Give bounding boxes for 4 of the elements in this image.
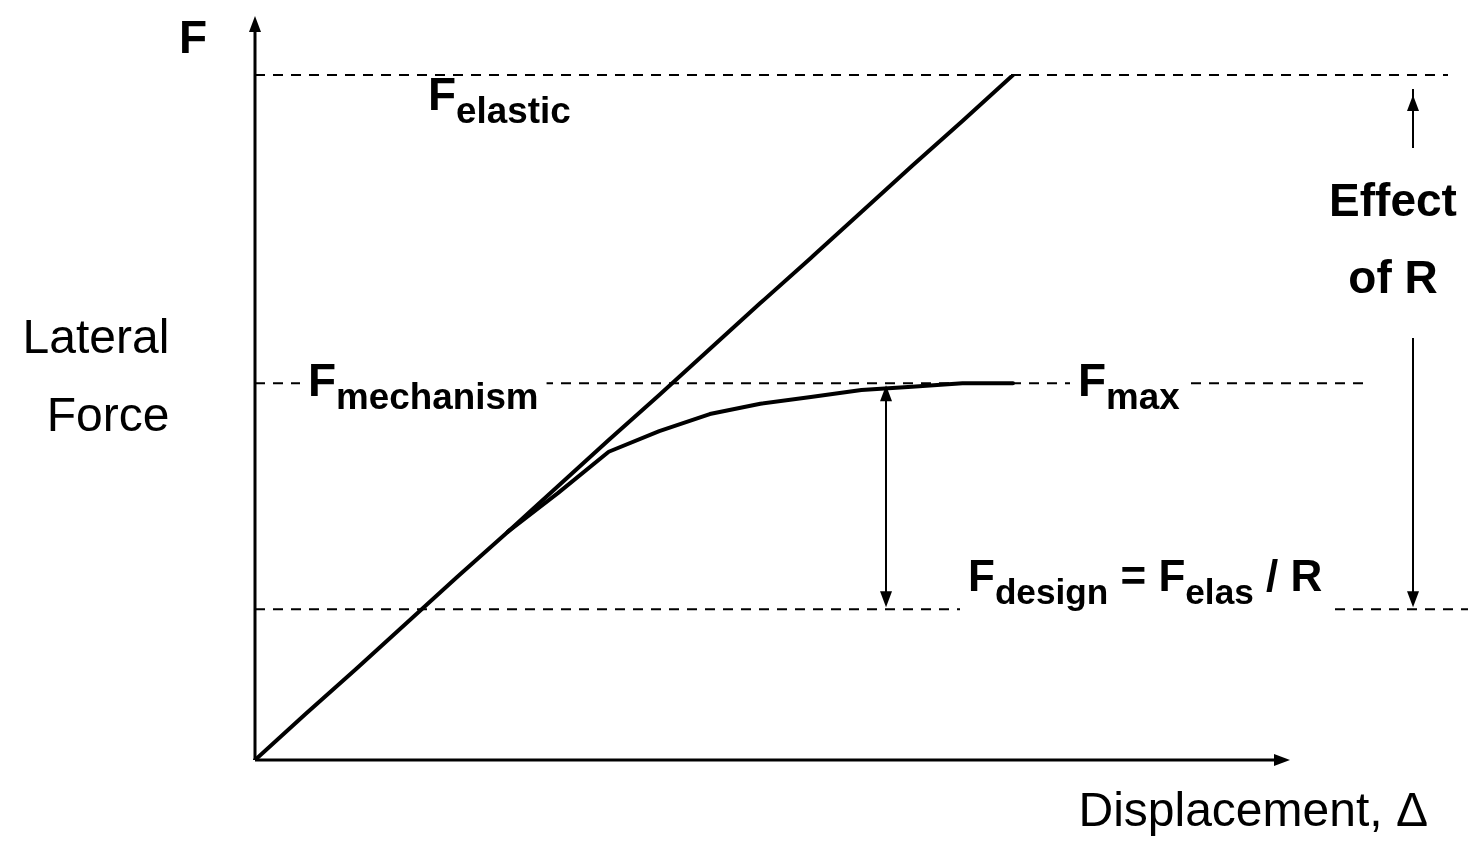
x-axis-title: Displacement, Δ <box>1078 783 1429 837</box>
text: Effect of R <box>1329 173 1457 303</box>
text: F <box>178 10 208 63</box>
y-axis-title: Lateral Force <box>22 310 170 442</box>
